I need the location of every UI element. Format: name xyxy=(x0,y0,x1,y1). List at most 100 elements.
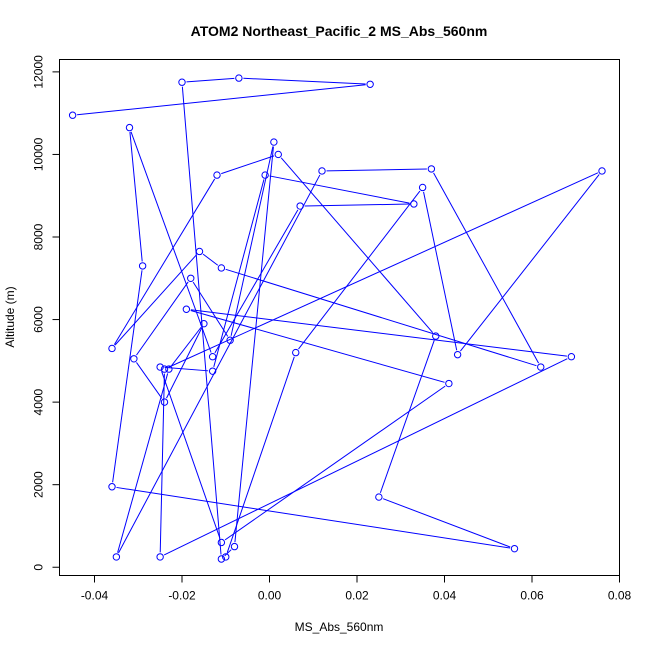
y-axis-label: Altitude (m) xyxy=(3,286,17,347)
series-segment xyxy=(230,146,274,336)
series-segment xyxy=(225,268,537,367)
data-point xyxy=(375,493,383,501)
series-segment xyxy=(298,190,421,350)
x-axis: -0.04 -0.02 0.00 0.02 0.04 0.06 0.08 xyxy=(81,575,632,603)
series-segment xyxy=(166,327,203,399)
y-tick-label: 4000 xyxy=(32,388,46,415)
data-point xyxy=(235,74,243,82)
data-point xyxy=(112,553,121,561)
data-point xyxy=(130,355,138,363)
data-point xyxy=(108,483,116,491)
series-segment xyxy=(243,77,366,85)
series-segment xyxy=(186,77,235,83)
plot-area xyxy=(59,59,620,576)
series-group xyxy=(68,74,606,563)
y-tick-label: 12000 xyxy=(32,55,46,89)
y-tick-label: 8000 xyxy=(32,223,46,250)
data-point xyxy=(537,363,545,371)
y-tick-label: 0 xyxy=(32,564,46,571)
data-point xyxy=(213,171,221,179)
data-point xyxy=(217,555,226,563)
series-segment xyxy=(382,498,511,548)
data-point xyxy=(165,365,173,373)
x-tick-label: 0.00 xyxy=(258,589,282,603)
data-point xyxy=(274,150,282,159)
series-segment xyxy=(221,155,275,175)
series-segment xyxy=(269,175,410,204)
series-segment xyxy=(112,270,143,483)
data-point xyxy=(261,171,269,179)
series-segment xyxy=(130,131,212,353)
series-segment xyxy=(234,146,274,543)
data-point xyxy=(432,332,440,340)
series-segment xyxy=(326,168,427,172)
data-point xyxy=(160,398,169,406)
y-tick-label: 10000 xyxy=(32,137,46,171)
data-point xyxy=(187,274,195,282)
series-segment xyxy=(116,486,511,549)
x-tick-label: 0.02 xyxy=(345,589,369,603)
data-point xyxy=(156,553,164,561)
data-point xyxy=(445,379,453,388)
x-tick-label: -0.04 xyxy=(81,589,109,603)
series-segment xyxy=(190,309,567,357)
series-segment xyxy=(159,373,165,553)
data-point xyxy=(68,111,77,119)
series-segment xyxy=(304,203,410,207)
data-point xyxy=(567,353,576,361)
series-segment xyxy=(190,309,445,383)
series-segment xyxy=(114,254,197,346)
data-point xyxy=(222,553,230,561)
data-point xyxy=(182,305,191,313)
series-segment xyxy=(224,385,446,541)
series-segment xyxy=(213,179,265,367)
data-point xyxy=(200,319,208,328)
data-point xyxy=(418,183,427,192)
data-point xyxy=(160,365,169,373)
data-point xyxy=(226,336,234,344)
series-segment xyxy=(226,356,295,553)
series-segment xyxy=(181,86,222,555)
series-segment xyxy=(460,174,600,352)
series-segment xyxy=(136,281,189,356)
series-segment xyxy=(192,281,229,337)
data-point xyxy=(296,202,304,210)
data-point xyxy=(217,264,226,272)
x-tick-label: -0.02 xyxy=(168,589,196,603)
data-point xyxy=(598,167,606,175)
data-point xyxy=(427,165,436,173)
x-tick-label: 0.04 xyxy=(433,589,457,603)
series-segment xyxy=(379,340,435,493)
series-segment xyxy=(168,172,599,368)
x-tick-label: 0.06 xyxy=(520,589,544,603)
data-point xyxy=(208,367,217,375)
data-point xyxy=(156,363,164,371)
data-point xyxy=(410,200,418,208)
data-point xyxy=(230,542,239,551)
series-segment xyxy=(214,209,299,354)
series-segment xyxy=(224,549,232,557)
data-point xyxy=(366,80,374,88)
data-point xyxy=(318,167,326,175)
data-point xyxy=(453,350,462,359)
series-segment xyxy=(129,132,143,262)
series-segment xyxy=(136,362,163,399)
series-segment xyxy=(164,366,209,372)
y-tick-label: 2000 xyxy=(32,471,46,498)
y-tick-label: 6000 xyxy=(32,306,46,333)
data-point xyxy=(270,138,278,146)
data-point xyxy=(108,344,116,353)
series-segment xyxy=(280,157,434,334)
chart-title: ATOM2 Northeast_Pacific_2 MS_Abs_560nm xyxy=(191,23,488,39)
data-point xyxy=(292,348,300,357)
series-segment xyxy=(423,191,458,351)
series-segment xyxy=(163,358,568,556)
series-segment xyxy=(161,371,221,539)
data-point xyxy=(195,247,204,256)
data-point xyxy=(217,538,226,547)
y-axis: 0 2000 4000 6000 8000 10000 12000 xyxy=(32,55,60,571)
series-segment xyxy=(433,172,540,364)
data-point xyxy=(510,544,519,553)
